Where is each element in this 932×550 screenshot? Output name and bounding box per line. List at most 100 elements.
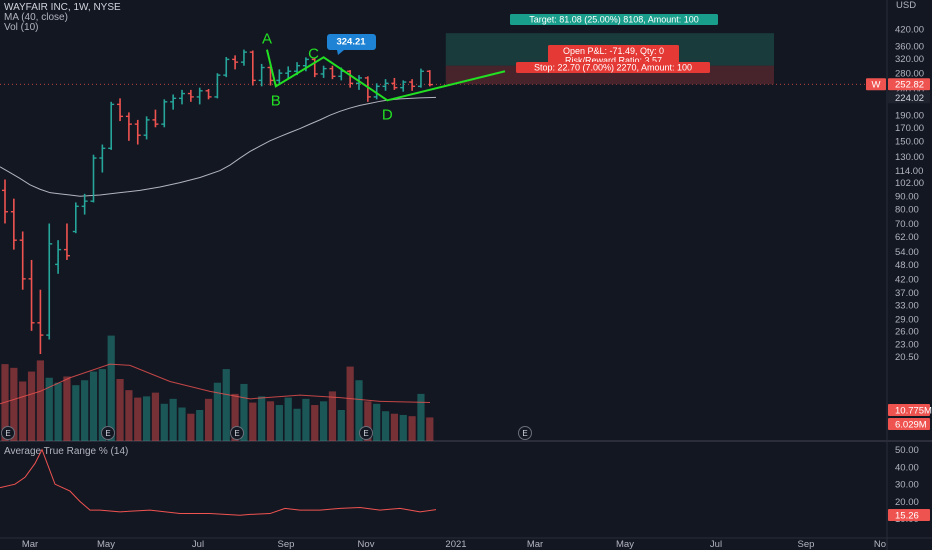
time-axis-label: Mar	[22, 539, 38, 550]
volume-bar	[328, 391, 337, 441]
earnings-marker	[518, 426, 532, 440]
volume-bar	[337, 410, 345, 441]
volume-ma-badge	[888, 418, 930, 430]
earnings-marker-label: E	[5, 429, 10, 438]
price-axis-tick: 420.00	[895, 25, 924, 36]
time-axis-label: Sep	[278, 539, 295, 550]
volume-bar	[311, 405, 319, 441]
volume-bar	[231, 393, 239, 441]
abcd-pattern-line	[265, 49, 506, 102]
volume-bar	[134, 397, 142, 441]
atr-line	[0, 448, 437, 516]
price-axis-tick: 130.00	[895, 152, 924, 163]
volume-value-badge-text: 10.775M	[895, 406, 932, 417]
earnings-marker-label: E	[105, 429, 110, 438]
volume-bar	[222, 369, 230, 441]
volume-bar	[381, 411, 390, 441]
atr-indicator-label: Average True Range % (14)	[4, 446, 129, 457]
volume-bar	[196, 410, 204, 441]
volume-bar	[151, 392, 160, 441]
price-axis-tick: 54.00	[895, 247, 919, 258]
volume-bar	[10, 367, 18, 441]
last-price-badge	[888, 78, 930, 91]
volume-ma-badge-text: 6.029M	[895, 420, 927, 431]
volume-bar	[417, 393, 425, 441]
volume-bar	[302, 398, 310, 441]
volume-bar	[346, 366, 354, 441]
volume-bar	[408, 416, 416, 441]
earnings-marker-label: E	[522, 429, 527, 438]
earnings-marker	[101, 426, 115, 440]
price-axis-tick: 37.00	[895, 288, 919, 299]
price-axis-tick: 240.00	[895, 85, 924, 96]
time-axis-label: May	[97, 539, 115, 550]
price-axis-currency: USD	[896, 0, 916, 11]
atr-axis-tick: 20.00	[895, 497, 919, 508]
atr-axis-tick: 50.00	[895, 445, 919, 456]
ma40-line	[0, 96, 437, 197]
target-tag-text: Target: 81.08 (25.00%) 8108, Amount: 100	[529, 15, 699, 25]
price-axis-tick: 320.00	[895, 54, 924, 65]
volume-bar	[107, 335, 115, 441]
price-axis-tick: 190.00	[895, 111, 924, 122]
pattern-point-d: D	[382, 106, 393, 123]
pnl-tag-text: Open P&L: -71.49, Qty: 0	[563, 46, 664, 56]
time-axis-label: 2021	[445, 539, 466, 550]
ma-value-badge-text: 224.02	[895, 93, 924, 104]
stop-tag	[516, 62, 710, 73]
ma-value-badge	[888, 91, 930, 104]
volume-bar	[258, 396, 266, 441]
volume-bar	[98, 369, 106, 441]
volume-bar	[390, 413, 398, 441]
time-axis-label: Jul	[710, 539, 722, 550]
time-axis-label: No	[874, 539, 886, 550]
price-axis-tick: 62.00	[895, 232, 919, 243]
price-axis-tick: 90.00	[895, 192, 919, 203]
price-axis-tick: 150.00	[895, 136, 924, 147]
volume-bar	[143, 396, 151, 441]
target-tag	[510, 14, 718, 25]
price-axis-tick: 23.00	[895, 340, 919, 351]
volume-bar	[36, 360, 44, 441]
last-price-prefix-text: W	[872, 80, 881, 91]
volume-bar	[19, 381, 27, 441]
volume-bar	[266, 401, 275, 441]
volume-bar	[125, 390, 133, 441]
price-axis-tick: 42.00	[895, 274, 919, 285]
volume-value-badge	[888, 404, 930, 416]
price-axis-tick: 102.00	[895, 178, 924, 189]
price-axis-tick: 280.00	[895, 69, 924, 80]
volume-bar	[72, 385, 80, 441]
volume-bar	[160, 403, 168, 441]
pattern-c-value: 324.21	[336, 37, 366, 48]
symbol-title: WAYFAIR INC, 1W, NYSE	[4, 2, 121, 13]
volume-ma-line	[0, 363, 431, 405]
price-axis-tick: 48.00	[895, 260, 919, 271]
atr-value-badge	[888, 509, 930, 521]
stop-tag-text: Stop: 22.70 (7.00%) 2270, Amount: 100	[534, 63, 692, 73]
pattern-point-b: B	[271, 92, 281, 109]
last-price-prefix-badge	[866, 78, 886, 91]
atr-axis-tick: 40.00	[895, 462, 919, 473]
ma-indicator-label: MA (40, close)	[4, 12, 68, 23]
volume-bar	[213, 382, 221, 441]
volume-bar	[63, 376, 71, 441]
volume-bar	[355, 380, 363, 441]
volume-bar	[293, 408, 301, 441]
price-axis-tick: 26.00	[895, 326, 919, 337]
volume-bar	[45, 377, 53, 441]
volume-bar	[426, 417, 434, 441]
volume-bar	[204, 398, 213, 441]
price-axis-tick: 33.00	[895, 300, 919, 311]
pattern-c-callout	[327, 34, 376, 55]
rr-tag-text: Risk/Reward Ratio: 3.57	[565, 56, 662, 66]
price-axis-tick: 114.00	[895, 166, 923, 177]
volume-bar	[27, 371, 36, 441]
earnings-marker-label: E	[363, 429, 368, 438]
earnings-marker	[359, 426, 373, 440]
volume-indicator-label: Vol (10)	[4, 22, 39, 33]
volume-bar	[116, 379, 124, 441]
volume-bar	[240, 383, 248, 441]
volume-bar	[187, 413, 195, 441]
